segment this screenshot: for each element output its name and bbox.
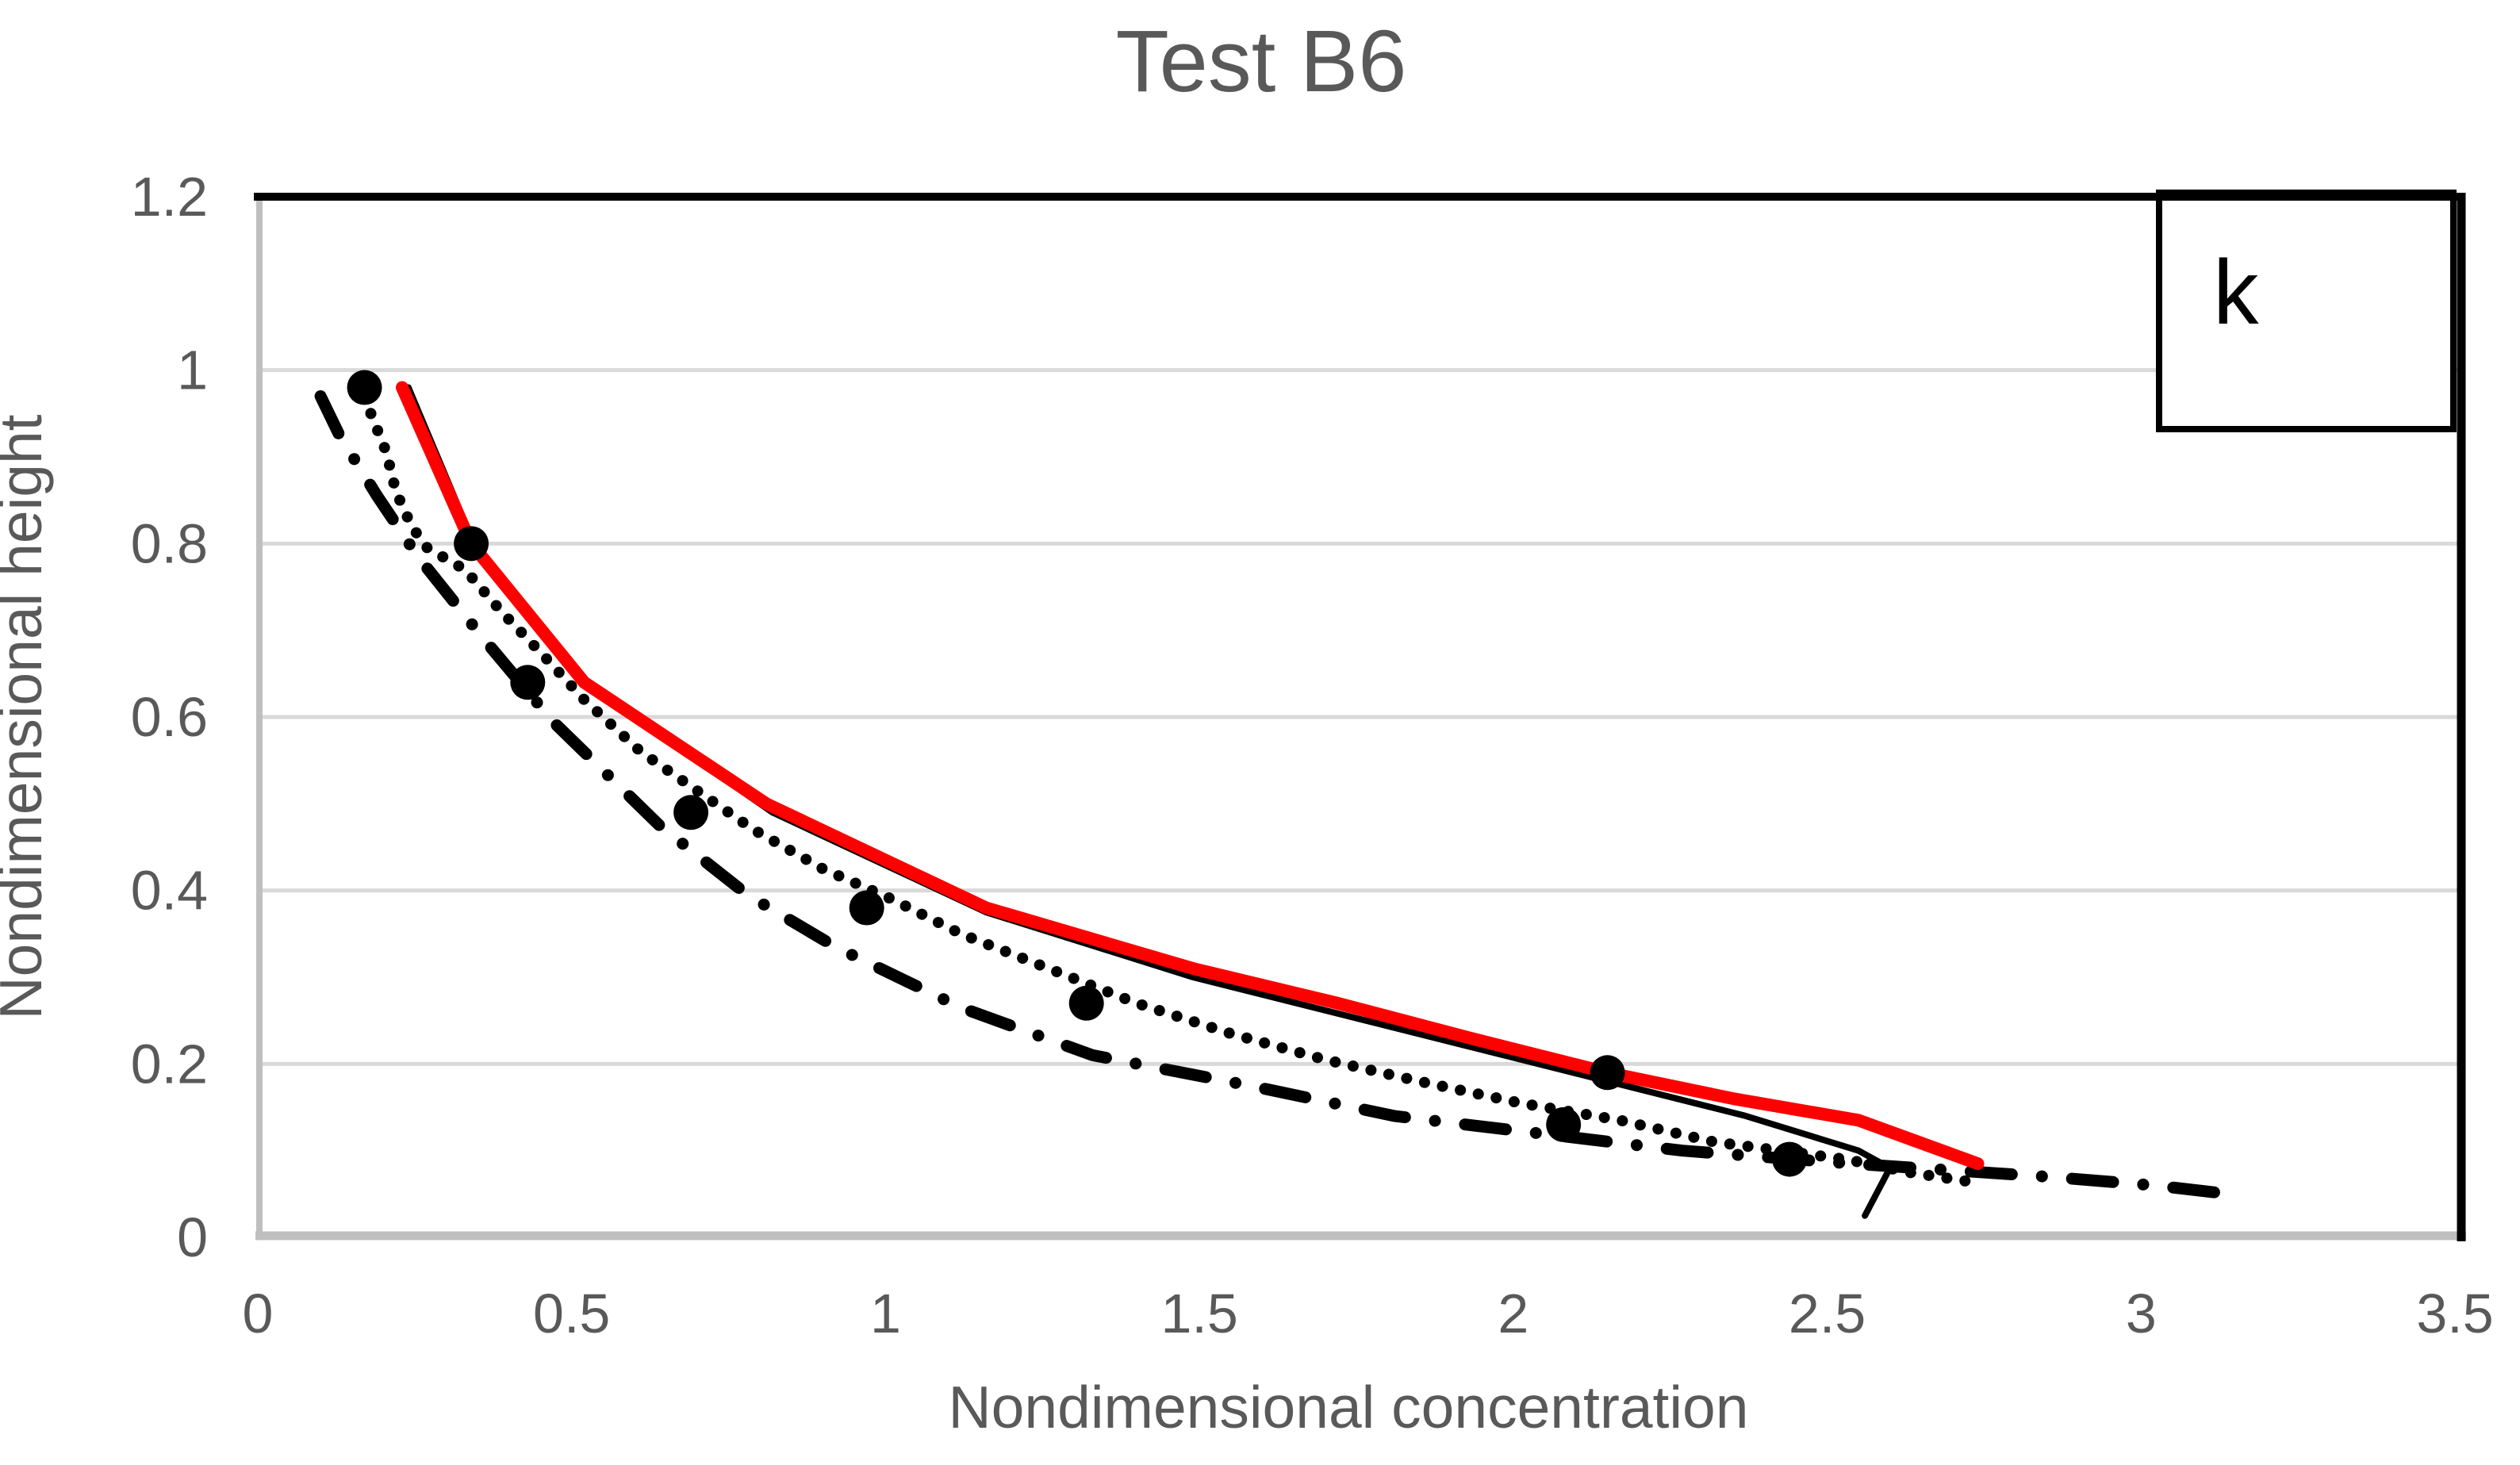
- y-tick-label-0.8: 0.8: [131, 512, 208, 574]
- data-point-marker: [1772, 1141, 1808, 1177]
- x-tick-label-1: 1: [870, 1283, 901, 1344]
- x-axis-title: Nondimensional concentration: [949, 1374, 1749, 1440]
- legend-box: [2156, 190, 2457, 432]
- x-tick-label-3: 3: [2126, 1283, 2157, 1344]
- data-point-marker: [1068, 985, 1104, 1021]
- plot-graphics-layer: 0 0.5 1 1.5 2 2.5 3 3.5 0 0.2 0.4 0.6 0.8 1 1.2: [131, 166, 2494, 1344]
- y-tick-label-0.6: 0.6: [131, 686, 208, 748]
- y-tick-label-0.4: 0.4: [131, 860, 208, 922]
- x-tick-label-0.5: 0.5: [533, 1283, 610, 1344]
- y-tick-label-0: 0: [177, 1206, 208, 1268]
- x-tick-label-2: 2: [1498, 1283, 1528, 1344]
- data-point-marker: [1546, 1106, 1582, 1142]
- x-tick-label-3.5: 3.5: [2416, 1283, 2493, 1344]
- y-tick-label-0.2: 0.2: [131, 1033, 208, 1095]
- x-tick-label-1.5: 1.5: [1160, 1283, 1237, 1344]
- data-point-marker: [347, 370, 382, 405]
- data-point-marker: [673, 795, 709, 830]
- x-tick-label-0: 0: [243, 1283, 274, 1344]
- y-axis-title: Nondimensional height: [0, 414, 54, 1019]
- x-tick-label-2.5: 2.5: [1789, 1283, 1866, 1344]
- data-point-marker: [849, 890, 884, 926]
- series-dash-dot-model: [314, 390, 2235, 1200]
- series-dotted-model: [365, 408, 1971, 1187]
- y-tick-label-1.2: 1.2: [131, 166, 208, 228]
- legend-label: k: [2213, 242, 2259, 343]
- data-point-marker: [454, 526, 489, 562]
- chart-title: Test B6: [1116, 13, 1407, 110]
- data-point-marker: [1590, 1055, 1625, 1091]
- y-tick-label-1: 1: [177, 339, 208, 401]
- data-point-marker: [510, 665, 546, 700]
- series-red-solid-model: [396, 381, 1985, 1171]
